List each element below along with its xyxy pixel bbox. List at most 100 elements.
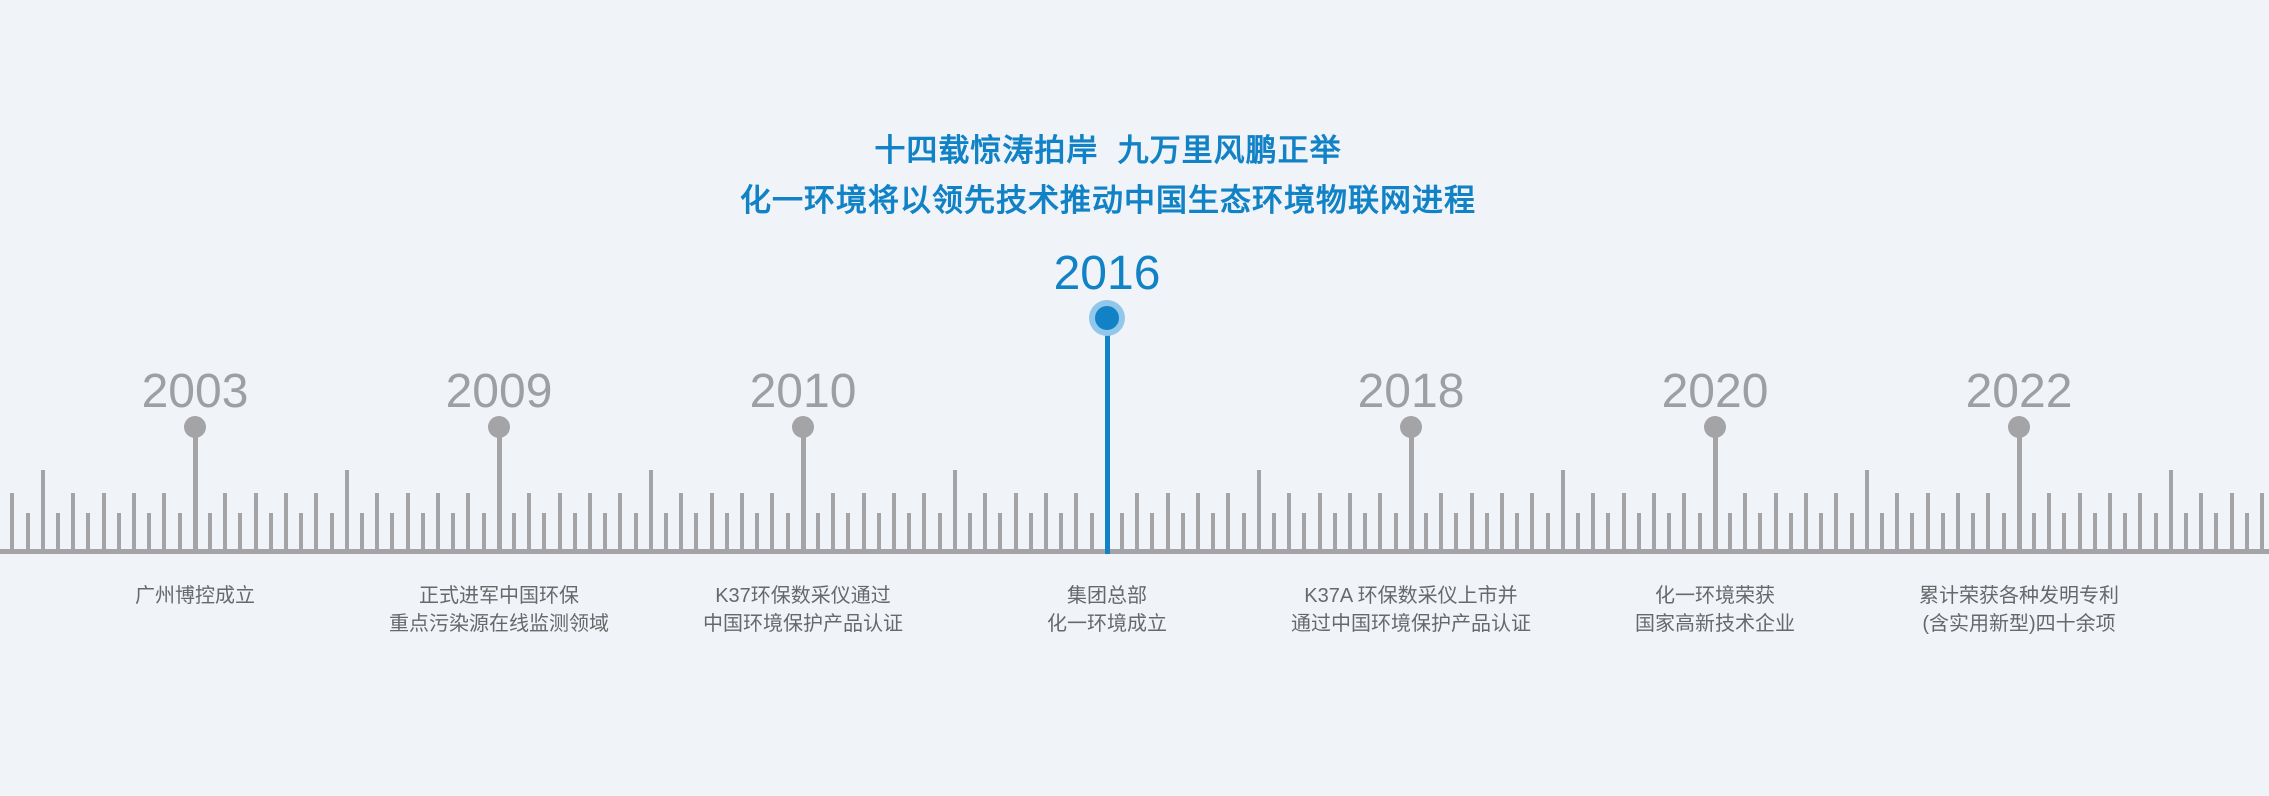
ruler-major-tick	[2168, 470, 2173, 551]
event-description-line: 国家高新技术企业	[1635, 613, 1795, 635]
event-pin-stem	[800, 427, 806, 554]
ruler-tick	[253, 493, 258, 551]
event-pin-stem	[1408, 427, 1414, 554]
ruler-tick	[1272, 513, 1276, 551]
ruler-tick	[968, 513, 972, 551]
ruler-major-tick	[1256, 470, 1261, 551]
ruler-tick	[527, 493, 532, 551]
ruler-tick	[816, 513, 820, 551]
event-description: 化一环境荣获 国家高新技术企业	[1545, 582, 1885, 638]
ruler-tick	[2153, 513, 2158, 551]
ruler-tick	[1059, 513, 1064, 551]
ruler-tick	[1393, 513, 1398, 551]
event-year-label[interactable]: 2010	[749, 365, 857, 418]
event-pin-dot[interactable]	[184, 416, 206, 438]
ruler-tick	[861, 493, 866, 551]
ruler-tick	[2260, 493, 2264, 551]
event-description-line: K37A 环保数采仪上市并	[1304, 585, 1518, 607]
ruler-tick	[998, 513, 1003, 551]
ruler-tick	[618, 493, 623, 551]
event-description-line: 累计荣获各种发明专利	[1919, 585, 2119, 607]
ruler-tick	[101, 493, 106, 551]
event-pin-stem	[1104, 318, 1110, 554]
ruler-tick	[2214, 513, 2219, 551]
ruler-tick	[755, 513, 760, 551]
ruler-tick	[2199, 493, 2204, 551]
ruler-tick	[420, 513, 425, 551]
ruler-tick	[2229, 493, 2234, 551]
event-year-label[interactable]: 2020	[1661, 365, 1769, 418]
ruler-tick	[238, 513, 243, 551]
event-pin-stem	[1712, 427, 1718, 554]
event-pin-dot[interactable]	[488, 416, 510, 438]
ruler-tick	[1530, 493, 1535, 551]
event-pin-dot[interactable]	[1400, 416, 1422, 438]
ruler-tick	[314, 493, 319, 551]
ruler-major-tick	[1864, 470, 1869, 551]
ruler-tick	[1697, 513, 1702, 551]
ruler-tick	[1940, 513, 1945, 551]
ruler-tick	[633, 513, 638, 551]
event-year-label[interactable]: 2003	[141, 365, 249, 418]
event-year-label[interactable]: 2018	[1357, 365, 1465, 418]
ruler-tick	[162, 493, 167, 551]
ruler-tick	[1439, 493, 1444, 551]
ruler-tick	[2184, 513, 2188, 551]
ruler-tick	[329, 513, 334, 551]
ruler-major-tick	[952, 470, 957, 551]
ruler-tick	[268, 513, 273, 551]
event-pin-dot[interactable]	[792, 416, 814, 438]
ruler-tick	[132, 493, 136, 551]
event-description: 集团总部 化一环境成立	[937, 582, 1277, 638]
ruler-major-tick	[1560, 470, 1565, 551]
ruler-tick	[1956, 493, 1960, 551]
ruler-tick	[740, 493, 744, 551]
event-description-line: 化一环境成立	[1047, 613, 1167, 635]
ruler-tick	[679, 493, 684, 551]
event-pin-stem	[496, 427, 502, 554]
event-pin-dot[interactable]	[2008, 416, 2030, 438]
event-description-line: 重点污染源在线监测领域	[389, 613, 609, 635]
ruler-tick	[1758, 513, 1763, 551]
event-pin-dot[interactable]	[1095, 306, 1119, 330]
ruler-tick	[1074, 493, 1079, 551]
ruler-tick	[785, 513, 790, 551]
ruler-tick	[1348, 493, 1352, 551]
ruler-tick	[1302, 513, 1307, 551]
event-pin-stem	[2016, 427, 2022, 554]
ruler-tick	[2032, 513, 2036, 551]
ruler-tick	[709, 493, 714, 551]
ruler-tick	[724, 513, 729, 551]
event-description-line: 广州博控成立	[135, 585, 255, 607]
ruler-tick	[876, 513, 881, 551]
ruler-tick	[1469, 493, 1474, 551]
event-description-line: 正式进军中国环保	[419, 585, 579, 607]
ruler-tick	[1028, 513, 1033, 551]
event-description: 正式进军中国环保重点污染源在线监测领域	[329, 582, 669, 638]
ruler-tick	[694, 513, 699, 551]
ruler-tick	[983, 493, 988, 551]
event-year-label[interactable]: 2016	[1053, 247, 1161, 300]
ruler-tick	[1971, 513, 1976, 551]
ruler-tick	[572, 513, 577, 551]
event-description-line: 中国环境保护产品认证	[703, 613, 903, 635]
ruler-tick	[2244, 513, 2249, 551]
ruler-tick	[2047, 493, 2052, 551]
ruler-tick	[2077, 493, 2082, 551]
event-pin-stem	[192, 427, 198, 554]
event-year-label[interactable]: 2022	[1965, 365, 2073, 418]
event-pin-dot[interactable]	[1704, 416, 1726, 438]
ruler-tick	[1044, 493, 1048, 551]
ruler-tick	[1682, 493, 1687, 551]
ruler-tick	[1621, 493, 1626, 551]
ruler-tick	[1454, 513, 1459, 551]
ruler-tick	[1180, 513, 1185, 551]
ruler-tick	[208, 513, 212, 551]
ruler-tick	[1211, 513, 1216, 551]
ruler-tick	[1652, 493, 1656, 551]
ruler-tick	[466, 493, 471, 551]
event-year-label[interactable]: 2009	[445, 365, 553, 418]
ruler-tick	[1880, 513, 1884, 551]
ruler-tick	[770, 493, 775, 551]
